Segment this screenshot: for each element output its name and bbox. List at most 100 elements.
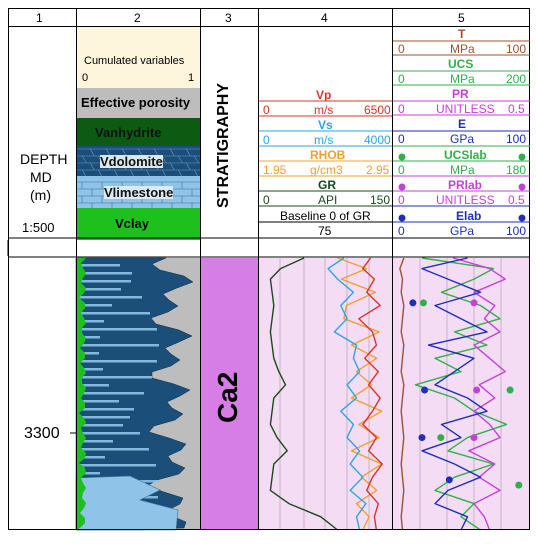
header-marker-left-elab [398, 214, 406, 222]
ucslab-max: 180 [506, 163, 527, 177]
ucslab-name: UCSlab [444, 148, 487, 162]
header-marker-left-prlab [398, 183, 406, 191]
limestone-streak [79, 368, 103, 371]
pr-curve [453, 257, 506, 531]
gr-unit: API [318, 193, 338, 207]
track5-header-markers [398, 153, 526, 222]
dolomite-hatch-diag [186, 148, 191, 157]
cumulated-scale-min: 0 [82, 72, 89, 84]
limestone-streak [79, 384, 109, 387]
ucs-max: 200 [506, 72, 527, 86]
limestone-streak [79, 440, 113, 443]
dolomite-hatch-diag [186, 162, 191, 171]
dolomite-hatch-diag [130, 169, 135, 178]
dolomite-hatch-diag [194, 155, 199, 164]
dolomite-hatch-diag [106, 148, 111, 157]
limestone-streak [79, 376, 152, 379]
stratigraphy-unit-label: Ca2 [212, 371, 243, 423]
dolomite-hatch-diag [90, 148, 95, 157]
column-number-5: 5 [458, 11, 465, 25]
rhob-min: 1.95 [263, 163, 287, 177]
limestone-streak [79, 400, 119, 403]
limestone-streak [79, 416, 130, 419]
legend-clay [76, 208, 200, 240]
depth-md-label: MD [30, 169, 52, 185]
header-marker-left-ucslab [398, 153, 406, 161]
prlab-unit: UNITLESS [436, 193, 495, 207]
frame [8, 8, 530, 530]
pr-unit: UNITLESS [436, 102, 495, 116]
cumulated-scale-max: 1 [188, 72, 195, 84]
dolomite-hatch-diag [170, 162, 175, 171]
column-number-2: 2 [134, 11, 141, 25]
depth-title: DEPTH [20, 151, 68, 167]
elab-lab-point [421, 386, 429, 394]
limestone-streak [79, 328, 157, 331]
prlab-lab-point [470, 299, 478, 307]
legend-label-anhydrite: Vanhydrite [95, 125, 162, 140]
limestone-streak [79, 456, 105, 459]
header-marker-right-elab [518, 214, 526, 222]
t-curve [399, 257, 405, 531]
ucslab-unit: MPa [450, 163, 475, 177]
prlab-name: PRlab [448, 178, 483, 192]
dolomite-hatch-diag [138, 148, 143, 157]
limestone-streak [79, 472, 100, 475]
dolomite-hatch-diag [178, 169, 183, 178]
elab-unit: GPa [450, 224, 475, 238]
t-max: 100 [506, 42, 527, 56]
dolomite-hatch-diag [122, 148, 127, 157]
limestone-streak [79, 320, 104, 323]
header-marker-right-prlab [518, 183, 526, 191]
t-min: 0 [398, 42, 405, 56]
dolomite-hatch-diag [82, 169, 87, 178]
log-curves [269, 257, 523, 531]
prlab-min: 0 [398, 193, 405, 207]
limestone-streak [79, 408, 134, 411]
column-number-1: 1 [36, 11, 43, 25]
rhob-name: RHOB [310, 148, 346, 162]
t-name: T [458, 27, 466, 41]
legend-label-limestone: Vlimestone [104, 185, 174, 200]
e-curve [421, 257, 488, 531]
gr-baseline-value: 75 [318, 224, 332, 238]
pr-min: 0 [398, 102, 405, 116]
pr-max: 0.5 [508, 102, 525, 116]
track5-header-lines [393, 40, 530, 223]
ucslab-min: 0 [398, 163, 405, 177]
legend-porosity [76, 88, 200, 118]
limestone-streak [79, 280, 131, 283]
gr-max: 150 [370, 193, 391, 207]
dolomite-hatch-diag [146, 169, 151, 178]
ucs-unit: MPa [450, 72, 475, 86]
elab-min: 0 [398, 224, 405, 238]
limestone-streak [79, 312, 150, 315]
limestone-streak [79, 336, 100, 339]
dolomite-hatch-diag [82, 155, 87, 164]
dolomite-hatch-diag [114, 169, 119, 178]
elab-name: Elab [456, 209, 482, 223]
prlab-lab-point [470, 434, 478, 442]
legend-label-dolomite: Vdolomite [100, 154, 163, 169]
dolomite-hatch-diag [162, 155, 167, 164]
dolomite-hatch-diag [98, 169, 103, 178]
vp-curve [358, 257, 383, 531]
depth-tick-label: 3300 [24, 425, 60, 442]
vp-min: 0 [263, 103, 270, 117]
gr-name: GR [318, 178, 336, 192]
vs-name: Vs [318, 118, 333, 132]
gr-baseline-text: Baseline 0 of GR [280, 209, 371, 223]
column-number-3: 3 [225, 11, 232, 25]
ucs-min: 0 [398, 72, 405, 86]
pr-name: PR [452, 87, 469, 101]
vp-unit: m/s [314, 103, 334, 117]
depth-unit-label: (m) [30, 187, 51, 203]
clay-fill [76, 258, 86, 530]
prlab-max: 0.5 [508, 193, 525, 207]
legend-label-porosity: Effective porosity [81, 95, 191, 110]
elab-lab-point [409, 299, 417, 307]
limestone-streak [79, 464, 156, 467]
prlab-lab-point [473, 386, 481, 394]
rhob-unit: g/cm3 [310, 163, 343, 177]
